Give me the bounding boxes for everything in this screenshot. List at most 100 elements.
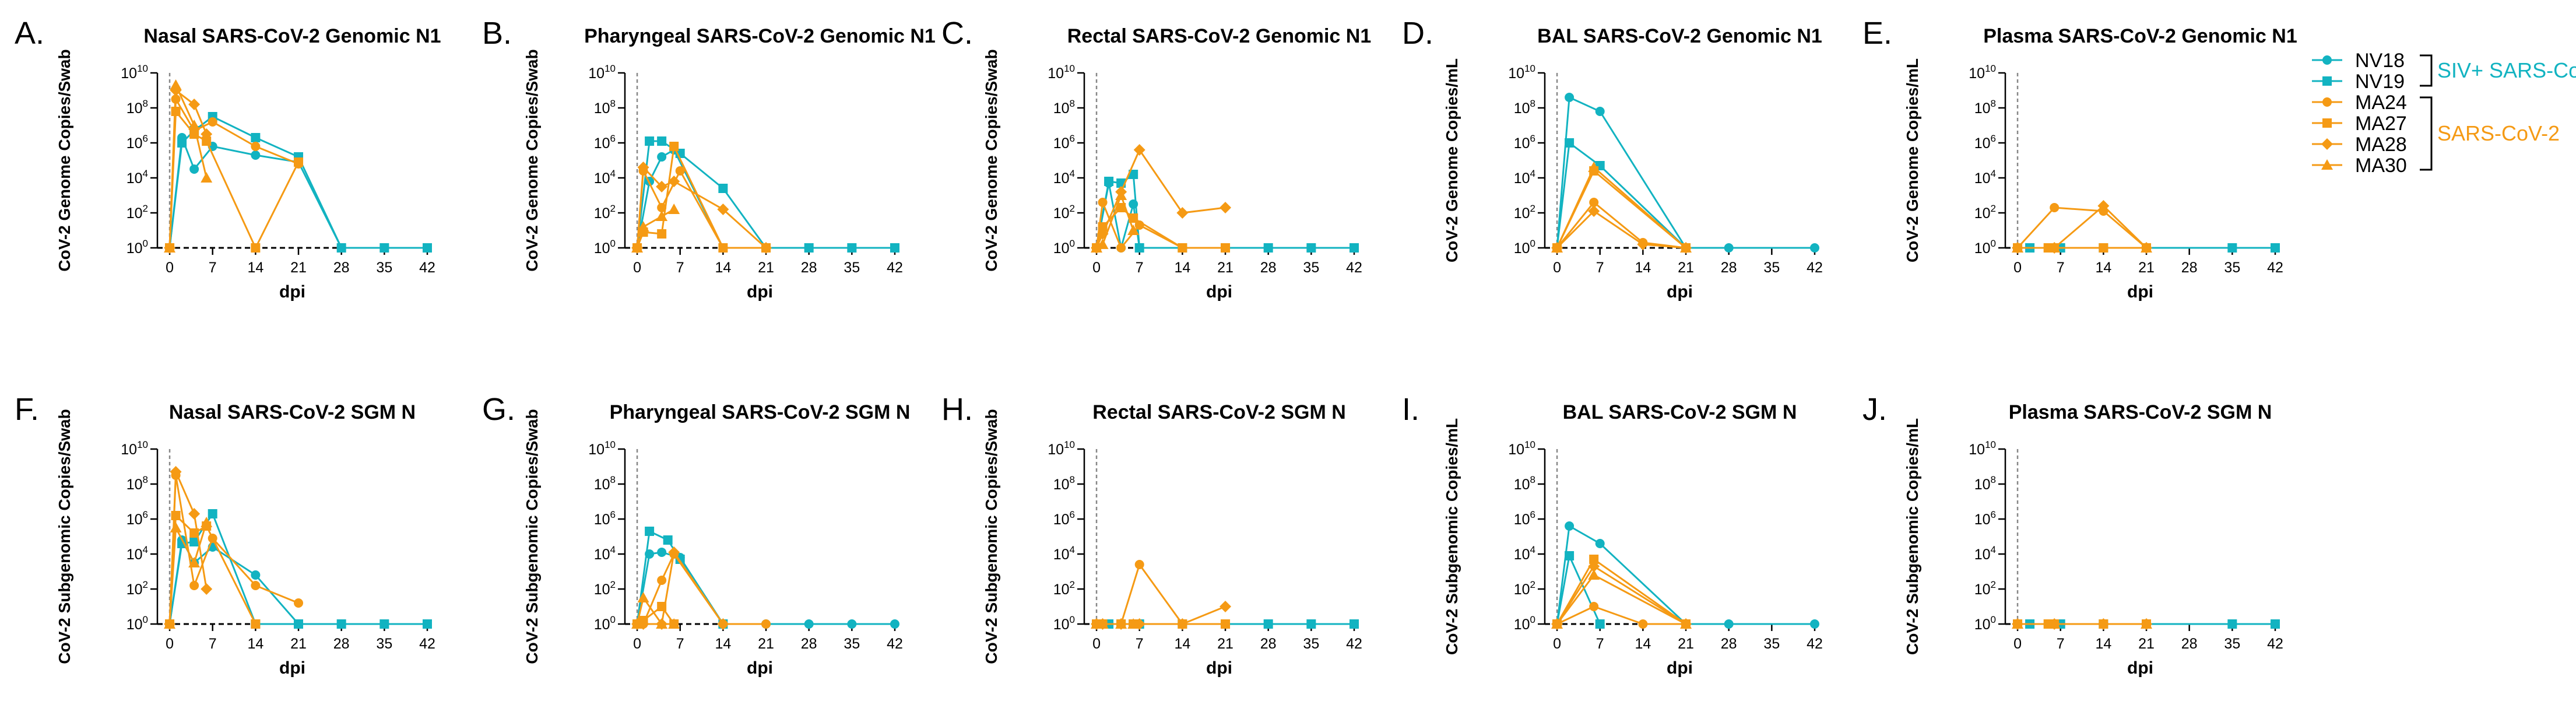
x-tick-label: 0	[2013, 260, 2022, 276]
series-line	[168, 471, 208, 625]
x-axis-label: dpi	[279, 658, 305, 678]
x-tick-label: 42	[419, 636, 435, 652]
y-tick-label: 106	[1514, 133, 1535, 152]
y-tick-label: 104	[1514, 544, 1535, 563]
data-point	[2012, 242, 2024, 253]
y-axis-label: CoV-2 Subgenomic Copies/mL	[1903, 418, 1921, 655]
y-tick-label: 102	[1514, 579, 1535, 598]
data-point	[336, 243, 346, 253]
data-point	[669, 142, 679, 151]
y-tick-label: 102	[1514, 203, 1535, 222]
x-tick-label: 21	[290, 636, 307, 652]
x-tick-label: 42	[419, 260, 435, 276]
series-MA30	[2012, 618, 2153, 629]
data-point	[294, 619, 304, 629]
x-tick-label: 35	[2224, 636, 2240, 652]
series-line	[1556, 524, 1815, 625]
series-MA24	[1552, 198, 1691, 253]
data-point	[423, 619, 432, 629]
data-point	[170, 522, 182, 532]
data-point	[1588, 560, 1600, 572]
series-line	[1556, 96, 1815, 249]
x-tick-label: 28	[1721, 636, 1737, 652]
data-point	[1129, 213, 1138, 223]
y-axis-label: CoV-2 Subgenomic Copies/mL	[1443, 418, 1461, 655]
data-point	[668, 546, 680, 558]
data-point	[423, 243, 432, 253]
legend-label: NV19	[2355, 71, 2405, 93]
x-tick-label: 35	[2224, 260, 2240, 276]
panel-letter: F.	[15, 392, 39, 427]
data-point	[657, 548, 667, 557]
data-point	[804, 619, 814, 629]
data-point	[251, 150, 261, 160]
data-point	[294, 157, 304, 167]
x-tick-label: 35	[844, 260, 860, 276]
y-tick-label: 102	[126, 579, 148, 598]
data-point	[1589, 602, 1599, 611]
data-point	[202, 136, 212, 146]
series-line	[168, 537, 427, 625]
x-tick-label: 28	[1721, 260, 1737, 276]
x-tick-label: 7	[209, 260, 217, 276]
data-point	[379, 243, 389, 253]
series-MA30	[631, 592, 680, 629]
series-MA24	[165, 94, 304, 253]
panel-letter: G.	[482, 392, 515, 427]
x-tick-label: 28	[333, 636, 350, 652]
x-tick-label: 28	[801, 636, 817, 652]
x-tick-label: 14	[1635, 636, 1651, 652]
data-point	[1810, 243, 1819, 253]
data-point	[2271, 243, 2280, 253]
series-NV19	[632, 527, 728, 629]
y-tick-label: 104	[594, 544, 616, 563]
data-point	[1133, 144, 1145, 156]
y-tick-label: 106	[1053, 133, 1075, 152]
data-point	[1176, 207, 1189, 219]
series-MA28	[1551, 560, 1692, 630]
legend-marker-circle	[2322, 55, 2332, 65]
data-point	[1588, 205, 1600, 217]
data-point	[164, 242, 176, 253]
y-tick-label: 102	[1053, 579, 1075, 598]
data-point	[657, 152, 667, 162]
x-tick-label: 35	[844, 636, 860, 652]
y-tick-label: 108	[1514, 474, 1535, 493]
data-point	[379, 619, 389, 629]
y-tick-label: 100	[594, 238, 616, 257]
data-point	[804, 243, 814, 253]
panel-a: A. Nasal SARS-CoV-2 Genomic N1 CoV-2 Genom…	[15, 16, 441, 302]
panel-i: I. BAL SARS-CoV-2 SGM N CoV-2 Subgenomic C…	[1402, 392, 1823, 678]
y-tick-label: 104	[126, 168, 148, 187]
data-point	[1220, 202, 1232, 213]
x-tick-label: 28	[801, 260, 817, 276]
data-point	[631, 618, 644, 629]
data-point	[1638, 619, 1648, 629]
series-line	[637, 552, 766, 625]
series-line	[1556, 141, 1687, 249]
y-axis-label: CoV-2 Genome Copies/Swab	[982, 49, 1000, 271]
y-tick-label: 1010	[1969, 63, 1996, 82]
y-tick-label: 108	[1974, 98, 1996, 117]
series-line	[2016, 206, 2147, 249]
x-axis-label: dpi	[747, 658, 773, 678]
y-tick-label: 106	[1974, 133, 1996, 152]
x-axis-label: dpi	[2127, 658, 2153, 678]
data-point	[1263, 619, 1273, 629]
y-tick-label: 1010	[588, 63, 616, 82]
y-tick-label: 100	[594, 614, 616, 633]
y-tick-label: 106	[1974, 509, 1996, 528]
x-tick-label: 0	[2013, 636, 2022, 652]
data-point	[1588, 162, 1600, 172]
panel-title: Plasma SARS-CoV-2 Genomic N1	[1983, 25, 2297, 47]
panel-g: G. Pharyngeal SARS-CoV-2 SGM N CoV-2 Subge…	[482, 392, 910, 678]
y-tick-label: 1010	[1048, 439, 1075, 458]
data-point	[656, 211, 668, 221]
panel-title: Rectal SARS-CoV-2 Genomic N1	[1067, 25, 1371, 47]
series-MA30	[2012, 242, 2153, 253]
x-tick-label: 7	[1136, 636, 1144, 652]
x-axis-label: dpi	[1206, 282, 1232, 302]
y-tick-label: 1010	[121, 439, 148, 458]
legend-label: MA24	[2355, 92, 2407, 114]
data-point	[1589, 555, 1599, 564]
